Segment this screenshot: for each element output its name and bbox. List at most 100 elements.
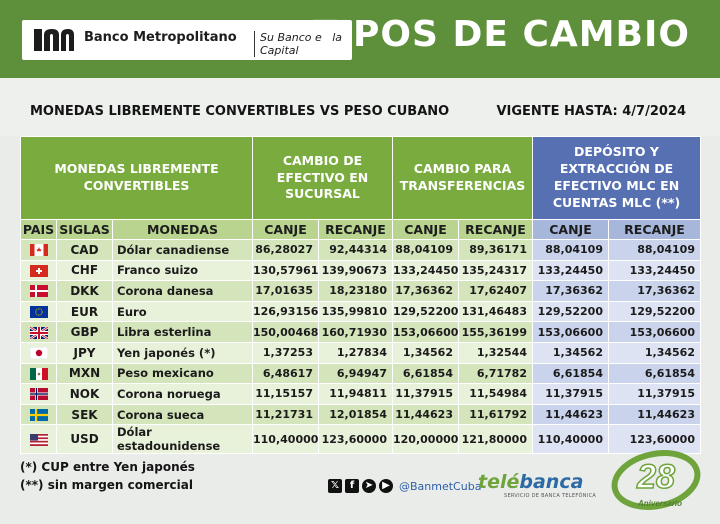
cash-sell-rate: 92,44314 — [318, 239, 393, 261]
mlc-withdrawal-rate: 88,04109 — [608, 239, 701, 261]
transfer-sell-rate: 1,32544 — [458, 341, 533, 364]
x-icon[interactable]: 𝕏 — [328, 479, 342, 493]
currency-code: JPY — [56, 341, 113, 364]
table-row: JPY Yen japonés (*) 1,37253 1,27834 1,34562 1… — [20, 341, 701, 364]
currency-name: Yen japonés (*) — [112, 341, 253, 364]
bank-logo[interactable]: Banco Metropolitano Su Banco en la Capit… — [22, 20, 352, 60]
column-header-canje-efectivo: CANJE — [252, 219, 319, 240]
cash-buy-rate: 17,01635 — [252, 280, 319, 302]
facebook-icon[interactable]: f — [345, 479, 359, 493]
transfer-buy-rate: 17,36362 — [392, 280, 459, 302]
column-header-canje-transfer: CANJE — [392, 219, 459, 240]
transfer-sell-rate: 17,62407 — [458, 280, 533, 302]
currency-code: CAD — [56, 239, 113, 261]
cash-sell-rate: 11,94811 — [318, 383, 393, 405]
transfer-sell-rate: 89,36171 — [458, 239, 533, 261]
transfer-sell-rate: 11,54984 — [458, 383, 533, 405]
group-header-monedas: MONEDAS LIBREMENTE CONVERTIBLES — [20, 136, 253, 220]
transfer-sell-rate: 135,24317 — [458, 259, 533, 282]
bank-name: Banco Metropolitano — [84, 30, 237, 45]
currency-code: CHF — [56, 259, 113, 282]
currency-code: SEK — [56, 403, 113, 426]
column-header-recanje-efectivo: RECANJE — [318, 219, 393, 240]
currency-name: Euro — [112, 300, 253, 323]
table-body: CAD Dólar canadiense 86,28027 92,44314 88,04… — [20, 239, 701, 455]
telebanca-tagline: SERVICIO DE BANCA TELEFÓNICA — [504, 493, 597, 499]
bank-logo-icon — [34, 29, 74, 51]
cash-sell-rate: 135,99810 — [318, 300, 393, 323]
column-header-siglas: SIGLAS — [56, 219, 113, 240]
transfer-sell-rate: 155,36199 — [458, 321, 533, 343]
footnote-yen: (*) CUP entre Yen japonés — [20, 460, 195, 474]
column-header-recanje-mlc: RECANJE — [608, 219, 701, 240]
page-title: TIPOS DE CAMBIO — [313, 14, 690, 55]
mlc-withdrawal-rate: 133,24450 — [608, 259, 701, 282]
cash-buy-rate: 126,93156 — [252, 300, 319, 323]
transfer-sell-rate: 6,71782 — [458, 362, 533, 385]
table-row: CAD Dólar canadiense 86,28027 92,44314 88,04… — [20, 239, 701, 261]
social-handle[interactable]: @BanmetCuba — [399, 479, 482, 493]
flag-cell — [20, 362, 57, 385]
transfer-sell-rate: 11,61792 — [458, 403, 533, 426]
mlc-deposit-rate: 6,61854 — [532, 362, 609, 385]
flag-mexico-icon — [29, 367, 48, 380]
column-header-canje-mlc: CANJE — [532, 219, 609, 240]
transfer-buy-rate: 120,00000 — [392, 424, 459, 455]
social-links: 𝕏 f ➤ ▶ @BanmetCuba — [328, 478, 481, 494]
flag-cell — [20, 239, 57, 261]
telebanca-logo[interactable]: telébanca SERVICIO DE BANCA TELEFÓNICA — [478, 471, 596, 499]
currency-name: Franco suizo — [112, 259, 253, 282]
currency-code: EUR — [56, 300, 113, 323]
bank-slogan: Su Banco en la Capital — [254, 31, 352, 57]
subtitle-left: MONEDAS LIBREMENTE CONVERTIBLES VS PESO … — [30, 104, 450, 119]
flag-cell — [20, 341, 57, 364]
column-header-monedas: MONEDAS — [112, 219, 253, 240]
transfer-buy-rate: 6,61854 — [392, 362, 459, 385]
cash-buy-rate: 150,00468 — [252, 321, 319, 343]
flag-united-kingdom-icon — [29, 326, 48, 339]
flag-canada-icon — [29, 244, 48, 257]
transfer-buy-rate: 133,24450 — [392, 259, 459, 282]
table-row: NOK Corona noruega 11,15157 11,94811 11,3791… — [20, 383, 701, 405]
flag-cell — [20, 383, 57, 405]
table-row: DKK Corona danesa 17,01635 18,23180 17,36362… — [20, 280, 701, 302]
mlc-withdrawal-rate: 123,60000 — [608, 424, 701, 455]
mlc-withdrawal-rate: 11,37915 — [608, 383, 701, 405]
flag-cell — [20, 300, 57, 323]
flag-european-union-icon — [29, 306, 48, 319]
transfer-buy-rate: 11,37915 — [392, 383, 459, 405]
mlc-withdrawal-rate: 11,44623 — [608, 403, 701, 426]
table-row: CHF Franco suizo 130,57961 139,90673 133,244… — [20, 259, 701, 282]
mlc-deposit-rate: 11,37915 — [532, 383, 609, 405]
flag-cell — [20, 403, 57, 426]
cash-buy-rate: 11,15157 — [252, 383, 319, 405]
column-header-pais: PAIS — [20, 219, 57, 240]
footnotes: (*) CUP entre Yen japonés (**) sin marge… — [20, 458, 195, 494]
table-row: MXN Peso mexicano 6,48617 6,94947 6,61854 6,7… — [20, 362, 701, 385]
currency-name: Corona danesa — [112, 280, 253, 302]
cash-buy-rate: 86,28027 — [252, 239, 319, 261]
mlc-deposit-rate: 133,24450 — [532, 259, 609, 282]
footnote-margin: (**) sin margen comercial — [20, 478, 193, 492]
mlc-deposit-rate: 110,40000 — [532, 424, 609, 455]
youtube-icon[interactable]: ▶ — [379, 479, 393, 493]
transfer-buy-rate: 88,04109 — [392, 239, 459, 261]
anniversary-badge: 28 Aniversario — [611, 450, 701, 510]
currency-name: Libra esterlina — [112, 321, 253, 343]
telegram-icon[interactable]: ➤ — [362, 479, 376, 493]
currency-code: GBP — [56, 321, 113, 343]
currency-name: Peso mexicano — [112, 362, 253, 385]
transfer-sell-rate: 121,80000 — [458, 424, 533, 455]
anniversary-number: 28 — [636, 458, 675, 496]
cash-sell-rate: 160,71930 — [318, 321, 393, 343]
subheader — [0, 78, 720, 136]
currency-name: Dólar canadiense — [112, 239, 253, 261]
group-header-efectivo: CAMBIO DE EFECTIVO EN SUCURSAL — [252, 136, 393, 220]
cash-buy-rate: 110,40000 — [252, 424, 319, 455]
cash-buy-rate: 130,57961 — [252, 259, 319, 282]
flag-norway-icon — [29, 388, 48, 401]
validity-date: VIGENTE HASTA: 4/7/2024 — [496, 104, 686, 119]
cash-sell-rate: 18,23180 — [318, 280, 393, 302]
currency-code: USD — [56, 424, 113, 455]
flag-cell — [20, 259, 57, 282]
